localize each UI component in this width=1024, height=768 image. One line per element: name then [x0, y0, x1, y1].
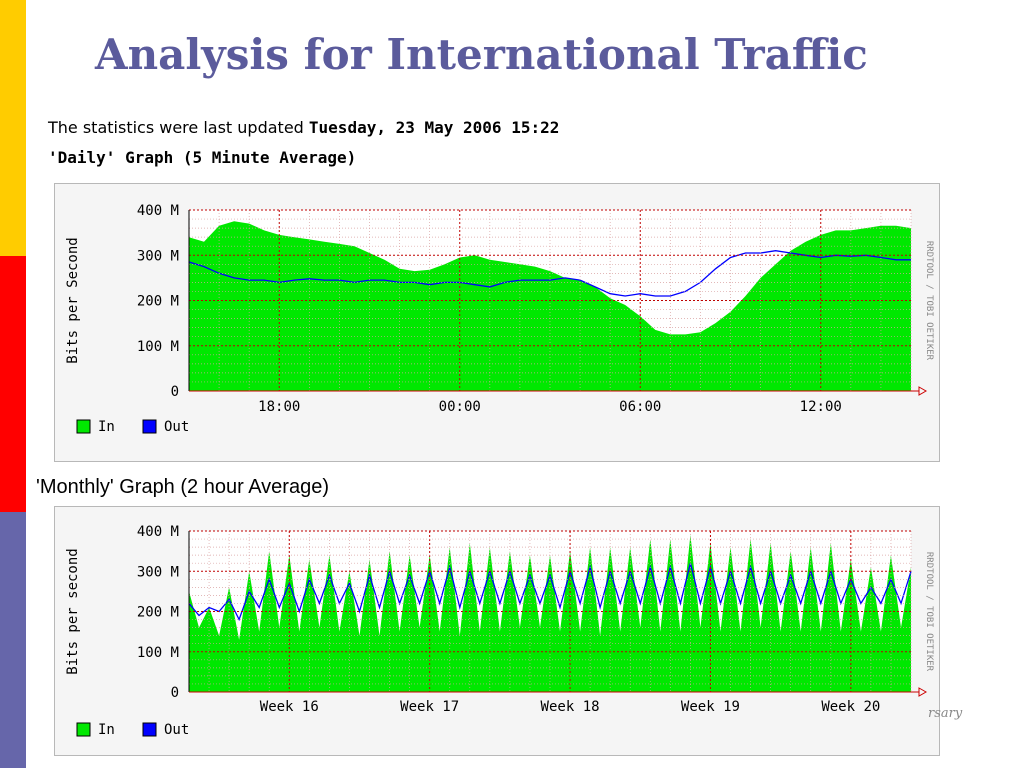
x-tick-label: Week 17 [400, 699, 459, 715]
y-tick-label: 300 M [137, 564, 179, 580]
rrdtool-credit-label: RRDTOOL / TOBI OETIKER [924, 241, 934, 361]
monthly-traffic-chart: 0 100 M 200 M 300 M 400 M Week 16 Week 17 Week … [65, 524, 934, 738]
y-tick-label: 400 M [137, 203, 179, 219]
last-updated-value: Tuesday, 23 May 2006 15:22 [308, 118, 560, 137]
y-axis-label: Bits per second [65, 548, 81, 674]
daily-graph-title: 'Daily' Graph (5 Minute Average) [48, 148, 357, 167]
x-axis-arrow [918, 687, 928, 697]
last-updated-prefix: The statistics were last updated [48, 118, 304, 137]
x-tick-label: Week 18 [541, 699, 600, 715]
x-axis-arrow [918, 386, 928, 396]
y-axis-label: Bits per Second [65, 237, 81, 363]
y-tick-label: 200 M [137, 294, 179, 310]
accent-bar-yellow [0, 0, 26, 256]
legend-swatch-in [76, 419, 91, 434]
legend-swatch-out [142, 419, 157, 434]
x-tick-label: 00:00 [439, 399, 481, 415]
last-updated-line: The statistics were last updated Tuesday… [48, 118, 559, 137]
x-tick-label: Week 19 [681, 699, 740, 715]
x-tick-label: Week 16 [260, 699, 319, 715]
y-tick-label: 0 [171, 384, 179, 400]
daily-graph-panel: 0 100 M 200 M 300 M 400 M 18:00 00:00 06:00 12:0… [54, 183, 940, 462]
footer-watermark: rsary [928, 706, 963, 721]
monthly-graph-title: 'Monthly' Graph (2 hour Average) [36, 476, 329, 498]
accent-bar-red [0, 256, 26, 512]
y-tick-label: 0 [171, 685, 179, 701]
legend-swatch-in [76, 722, 91, 737]
x-tick-label: 06:00 [619, 399, 661, 415]
y-tick-label: 400 M [137, 524, 179, 540]
daily-traffic-chart: 0 100 M 200 M 300 M 400 M 18:00 00:00 06:00 12:0… [65, 203, 934, 435]
legend-swatch-out [142, 722, 157, 737]
y-tick-label: 100 M [137, 645, 179, 661]
y-tick-label: 100 M [137, 339, 179, 355]
grid-group [188, 530, 912, 693]
x-tick-label: 12:00 [800, 399, 842, 415]
y-tick-label: 300 M [137, 248, 179, 264]
x-tick-label: Week 20 [821, 699, 880, 715]
legend-label-in: In [98, 419, 115, 435]
legend-label-out: Out [164, 722, 189, 738]
y-tick-label: 200 M [137, 605, 179, 621]
monthly-graph-panel: 0 100 M 200 M 300 M 400 M Week 16 Week 17 Week … [54, 506, 940, 756]
legend-label-out: Out [164, 419, 189, 435]
legend-label-in: In [98, 722, 115, 738]
grid-group [188, 209, 912, 392]
slide-title: Analysis for International Traffic [95, 30, 868, 79]
accent-bar-purple [0, 512, 26, 768]
rrdtool-credit-label: RRDTOOL / TOBI OETIKER [924, 552, 934, 672]
x-tick-label: 18:00 [258, 399, 300, 415]
